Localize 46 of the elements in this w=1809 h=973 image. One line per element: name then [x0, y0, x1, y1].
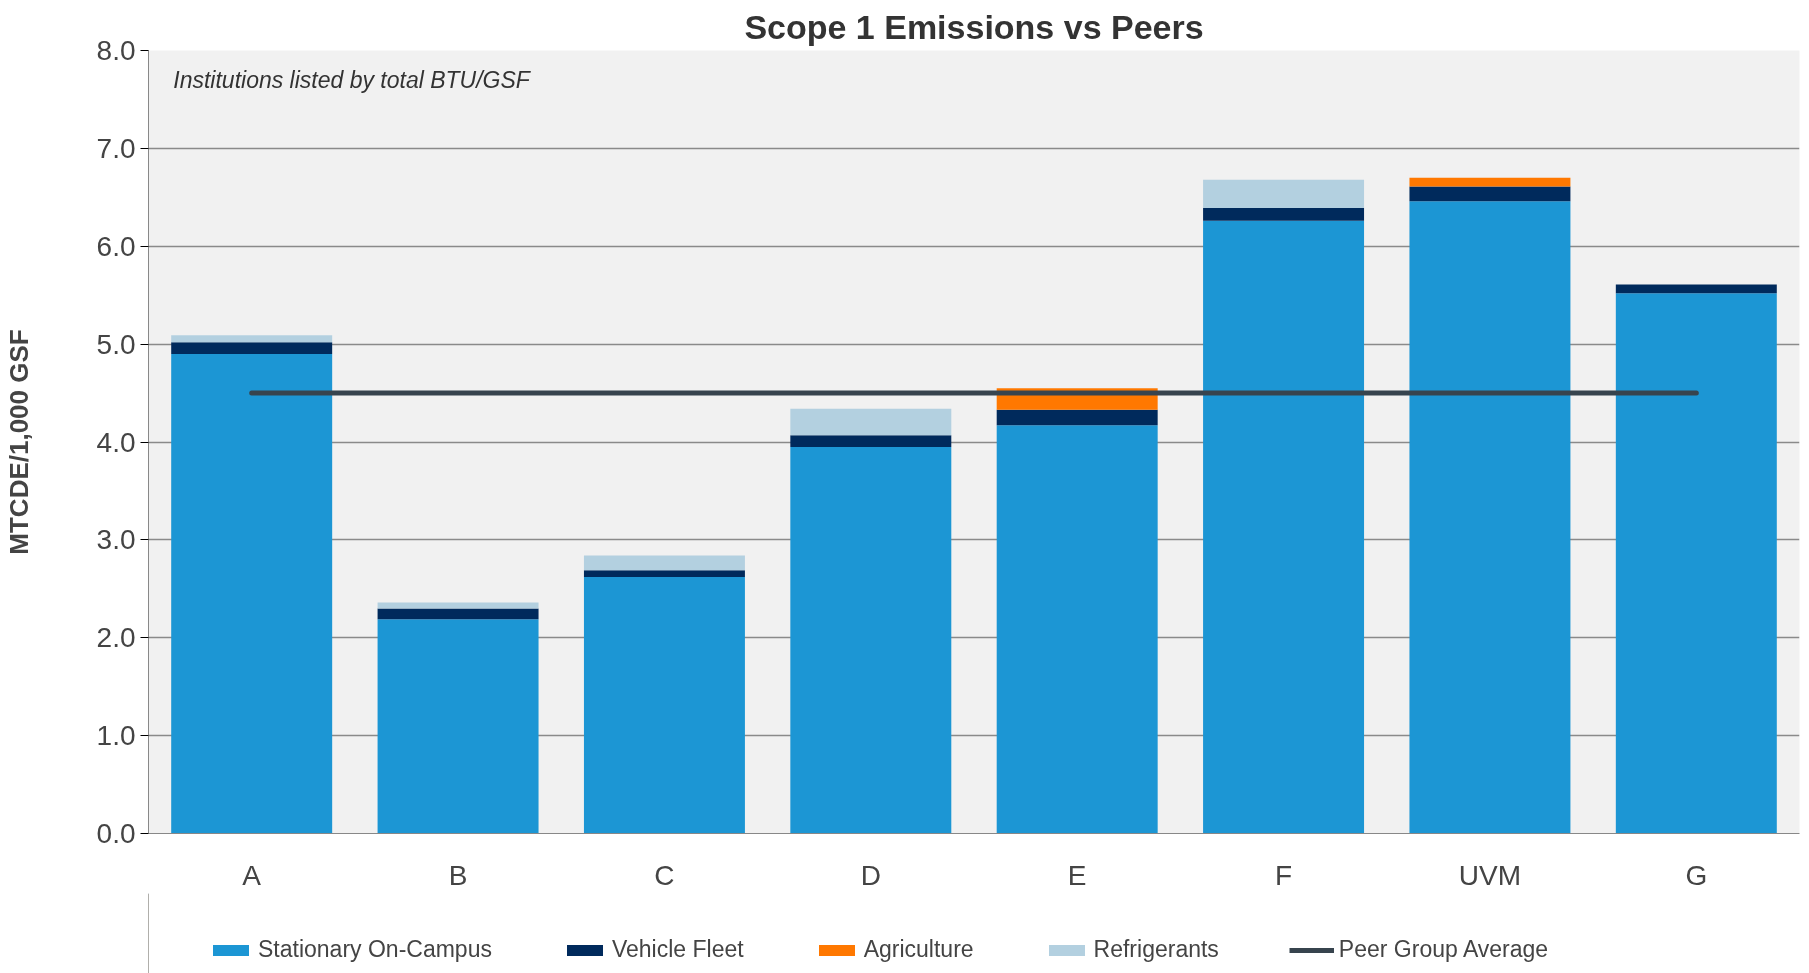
- x-tick-label: C: [654, 859, 675, 891]
- y-tick-label: 1.0: [96, 720, 136, 752]
- legend-label: Stationary On-Campus: [258, 936, 492, 963]
- bar: [1615, 293, 1777, 834]
- bar: [790, 435, 952, 447]
- x-tick-label: B: [448, 859, 468, 891]
- y-tick-label: 7.0: [96, 132, 136, 164]
- y-tick-label: 5.0: [96, 328, 136, 360]
- y-tick-label: 4.0: [96, 426, 136, 458]
- bar: [1409, 186, 1571, 202]
- y-tick-label: 8.0: [96, 35, 136, 66]
- annotation: Institutions listed by total BTU/GSF: [173, 66, 532, 93]
- bar: [583, 570, 745, 578]
- y-tick-label: 3.0: [96, 524, 136, 556]
- bar: [1409, 177, 1571, 187]
- y-tick-label: 2.0: [96, 622, 136, 654]
- chart-title: Scope 1 Emissions vs Peers: [744, 7, 1204, 46]
- bar: [790, 446, 952, 834]
- bar: [377, 608, 539, 620]
- x-tick-label: A: [242, 859, 262, 891]
- y-axis-title: MTCDE/1,000 GSF: [3, 329, 34, 555]
- legend-label: Refrigerants: [1093, 936, 1219, 963]
- x-tick-label: D: [860, 859, 881, 891]
- bar: [996, 425, 1158, 834]
- x-tick-label: E: [1067, 859, 1087, 891]
- bar: [790, 408, 952, 436]
- y-tick-label: 0.0: [96, 818, 136, 849]
- bar: [377, 619, 539, 834]
- legend-label: Peer Group Average: [1338, 936, 1549, 963]
- bar: [171, 335, 333, 343]
- x-tick-label: UVM: [1458, 859, 1522, 891]
- bar: [583, 555, 745, 571]
- bar: [996, 409, 1158, 426]
- bar: [171, 342, 333, 354]
- y-tick-label: 6.0: [96, 230, 136, 262]
- bar: [583, 577, 745, 834]
- legend-label: Vehicle Fleet: [611, 936, 744, 963]
- bar: [171, 353, 333, 834]
- bar: [1409, 201, 1571, 834]
- bar: [1203, 220, 1365, 834]
- bar: [1203, 208, 1365, 221]
- bar: [1615, 284, 1777, 294]
- legend-label: Agriculture: [863, 936, 974, 963]
- x-tick-label: G: [1685, 859, 1708, 891]
- x-tick-label: F: [1275, 859, 1293, 891]
- bar: [1203, 179, 1365, 209]
